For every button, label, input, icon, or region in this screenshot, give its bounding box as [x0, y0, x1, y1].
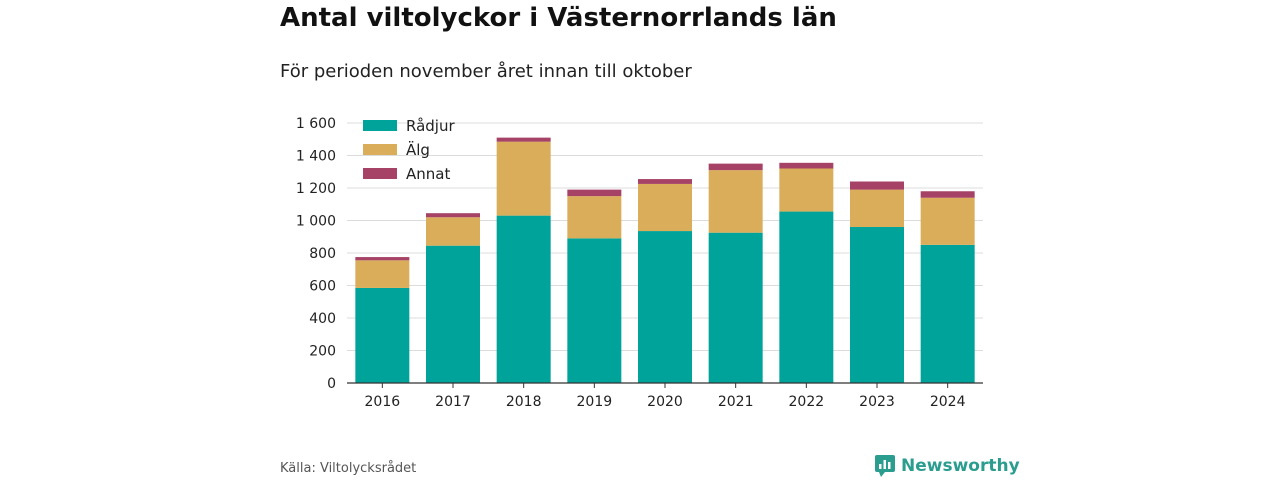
bar-älg-2024 [920, 197, 975, 245]
y-axis-labels: 0 200 400 600 800 1 000 1 200 1 400 1 600 [296, 116, 336, 392]
bar-rådjur-2023 [850, 227, 904, 383]
x-tick-label: 2022 [789, 394, 825, 410]
bar-rådjur-2019 [567, 238, 622, 383]
x-tick-label: 2023 [859, 394, 895, 410]
bar-annat-2024 [920, 191, 975, 198]
legend-swatch [363, 144, 397, 155]
bar-rådjur-2016 [355, 287, 410, 383]
y-tick-label: 800 [309, 246, 336, 262]
bar-rådjur-2018 [496, 215, 551, 383]
bar-älg-2016 [355, 260, 410, 288]
bar-annat-2023 [850, 181, 904, 190]
bar-älg-2020 [638, 183, 692, 232]
chart-title: Antal viltolyckor i Västernorrlands län [280, 3, 837, 33]
legend-label: Annat [406, 165, 450, 183]
source-note: Källa: Viltolycksrådet [280, 461, 417, 476]
legend-swatch [363, 120, 397, 131]
x-tick-label: 2016 [365, 394, 401, 410]
brand-name: Newsworthy [901, 456, 1020, 476]
y-tick-label: 200 [309, 344, 336, 360]
bar-annat-2016 [355, 257, 410, 261]
y-tick-label: 1 000 [296, 214, 336, 230]
bar-rådjur-2021 [708, 232, 763, 383]
bar-älg-2023 [850, 189, 904, 227]
bar-älg-2018 [496, 141, 551, 216]
y-tick-label: 1 600 [296, 116, 336, 132]
bar-annat-2019 [567, 189, 622, 197]
chart-subtitle: För perioden november året innan till ok… [280, 61, 692, 82]
bars [355, 137, 975, 383]
bar-älg-2019 [567, 196, 622, 239]
legend-label: Älg [406, 140, 430, 159]
x-tick-label: 2020 [647, 394, 683, 410]
y-tick-label: 1 400 [296, 149, 336, 165]
bar-annat-2017 [426, 213, 480, 218]
newsworthy-logo-icon [875, 455, 895, 477]
bar-rådjur-2017 [426, 245, 480, 383]
bar-rådjur-2022 [779, 211, 834, 383]
x-tick-label: 2019 [577, 394, 613, 410]
bar-älg-2021 [708, 170, 763, 233]
y-tick-label: 600 [309, 279, 336, 295]
x-tick-label: 2021 [718, 394, 754, 410]
bar-rådjur-2020 [638, 231, 692, 383]
brand-logo[interactable]: Newsworthy [875, 455, 1020, 477]
bar-rådjur-2024 [920, 244, 975, 383]
y-tick-label: 0 [327, 376, 336, 392]
legend-label: Rådjur [406, 117, 455, 135]
bar-älg-2022 [779, 168, 834, 212]
bar-annat-2021 [708, 163, 763, 171]
legend: Rådjur Älg Annat [363, 117, 455, 183]
bar-annat-2020 [638, 179, 692, 184]
x-tick-label: 2024 [930, 394, 966, 410]
bar-annat-2022 [779, 162, 834, 169]
x-tick-label: 2017 [435, 394, 471, 410]
bar-annat-2018 [496, 137, 551, 142]
y-tick-label: 1 200 [296, 181, 336, 197]
bar-älg-2017 [426, 217, 480, 246]
legend-swatch [363, 168, 397, 179]
y-tick-label: 400 [309, 311, 336, 327]
x-tick-label: 2018 [506, 394, 542, 410]
x-axis: 2016 2017 2018 2019 2020 2021 2022 2023 2024 [347, 382, 983, 410]
